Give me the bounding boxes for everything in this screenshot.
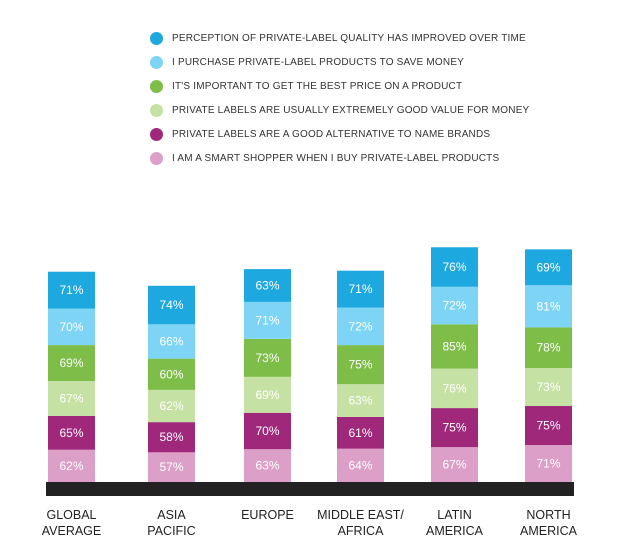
category-label: ASIA PACIFIC: [147, 508, 195, 538]
bar-segment: [431, 447, 478, 482]
legend-swatch: [150, 103, 163, 117]
data-label: 75%: [442, 421, 466, 435]
legend-swatch: [150, 127, 163, 141]
bar-segment: [244, 301, 291, 339]
bar-segment: [337, 345, 384, 385]
legend-item: PRIVATE LABELS ARE A GOOD ALTERNATIVE TO…: [150, 122, 529, 146]
bar-segment: [48, 345, 95, 382]
data-label: 76%: [442, 381, 466, 395]
category-label: NORTH AMERICA: [520, 508, 578, 538]
data-label: 64%: [348, 458, 372, 472]
data-label: 67%: [442, 458, 466, 472]
bar-segment: [244, 338, 291, 377]
bar-segment: [337, 270, 384, 308]
bar-segment: [431, 408, 478, 448]
legend-label: I AM A SMART SHOPPER WHEN I BUY PRIVATE-…: [172, 152, 500, 164]
bar-segment: [525, 249, 572, 286]
legend-label: PERCEPTION OF PRIVATE-LABEL QUALITY HAS …: [172, 32, 526, 44]
bar-segment: [148, 285, 195, 325]
data-label: 62%: [59, 459, 83, 473]
data-label: 58%: [159, 430, 183, 444]
bar-segment: [48, 449, 95, 482]
data-label: 65%: [59, 426, 83, 440]
category-label: EUROPE: [241, 508, 294, 522]
bar-segment: [244, 269, 291, 302]
bar-segment: [431, 324, 478, 369]
data-label: 61%: [348, 426, 372, 440]
bar-segment: [244, 412, 291, 450]
bar-segment: [337, 384, 384, 417]
data-label: 73%: [255, 351, 279, 365]
category-label: GLOBAL AVERAGE: [42, 508, 102, 538]
bar-segment: [244, 449, 291, 482]
bar-segment: [431, 368, 478, 409]
bar-segment: [337, 448, 384, 482]
bar-segment: [337, 416, 384, 449]
category-label: LATIN AMERICA: [426, 508, 484, 538]
bar-segment: [148, 358, 195, 390]
data-label: 67%: [59, 391, 83, 405]
bar-segment: [525, 368, 572, 407]
data-label: 74%: [159, 298, 183, 312]
bar-segment: [48, 415, 95, 450]
data-label: 71%: [348, 282, 372, 296]
data-label: 71%: [536, 457, 560, 471]
bar-segment: [525, 327, 572, 369]
legend-item: PERCEPTION OF PRIVATE-LABEL QUALITY HAS …: [150, 26, 529, 50]
data-label: 70%: [255, 424, 279, 438]
legend-label: PRIVATE LABELS ARE USUALLY EXTREMELY GOO…: [172, 104, 530, 116]
bar-segment: [48, 271, 95, 309]
legend-item: IT'S IMPORTANT TO GET THE BEST PRICE ON …: [150, 74, 529, 98]
bar-segment: [525, 285, 572, 328]
legend-label: I PURCHASE PRIVATE-LABEL PRODUCTS TO SAV…: [172, 56, 465, 68]
bar-segment: [148, 324, 195, 359]
data-label: 75%: [348, 358, 372, 372]
data-label: 60%: [159, 367, 183, 381]
category-label: MIDDLE EAST/AFRICA: [317, 508, 404, 538]
data-label: 69%: [255, 388, 279, 402]
bar-segment: [48, 308, 95, 346]
bar-segment: [148, 389, 195, 423]
data-label: 69%: [59, 356, 83, 370]
data-label: 63%: [255, 459, 279, 473]
data-label: 66%: [159, 334, 183, 348]
data-label: 63%: [255, 279, 279, 293]
data-label: 70%: [59, 320, 83, 334]
bar-segment: [337, 307, 384, 346]
legend-swatch: [150, 55, 163, 69]
legend-label: IT'S IMPORTANT TO GET THE BEST PRICE ON …: [172, 80, 463, 92]
data-label: 85%: [442, 339, 466, 353]
bar-segment: [431, 247, 478, 287]
data-label: 71%: [255, 313, 279, 327]
data-label: 75%: [536, 419, 560, 433]
data-label: 72%: [442, 299, 466, 313]
data-label: 71%: [59, 283, 83, 297]
data-label: 62%: [159, 399, 183, 413]
legend-label: PRIVATE LABELS ARE A GOOD ALTERNATIVE TO…: [172, 128, 491, 140]
legend-swatch: [150, 151, 163, 165]
legend-item: I PURCHASE PRIVATE-LABEL PRODUCTS TO SAV…: [150, 50, 529, 74]
bar-segment: [525, 406, 572, 446]
data-label: 76%: [442, 260, 466, 274]
data-label: 72%: [348, 319, 372, 333]
bar-segment: [244, 376, 291, 413]
data-label: 69%: [536, 260, 560, 274]
chart-baseline: [46, 482, 574, 496]
bar-segment: [48, 381, 95, 416]
data-label: 81%: [536, 299, 560, 313]
data-label: 63%: [348, 394, 372, 408]
legend-swatch: [150, 79, 163, 93]
data-label: 78%: [536, 341, 560, 355]
legend: PERCEPTION OF PRIVATE-LABEL QUALITY HAS …: [150, 26, 529, 170]
data-label: 73%: [536, 380, 560, 394]
bar-segment: [148, 452, 195, 482]
bar-segment: [431, 286, 478, 325]
data-label: 57%: [159, 460, 183, 474]
legend-swatch: [150, 31, 163, 45]
bar-segment: [525, 445, 572, 482]
bar-segment: [148, 422, 195, 453]
legend-item: I AM A SMART SHOPPER WHEN I BUY PRIVATE-…: [150, 146, 529, 170]
legend-item: PRIVATE LABELS ARE USUALLY EXTREMELY GOO…: [150, 98, 529, 122]
